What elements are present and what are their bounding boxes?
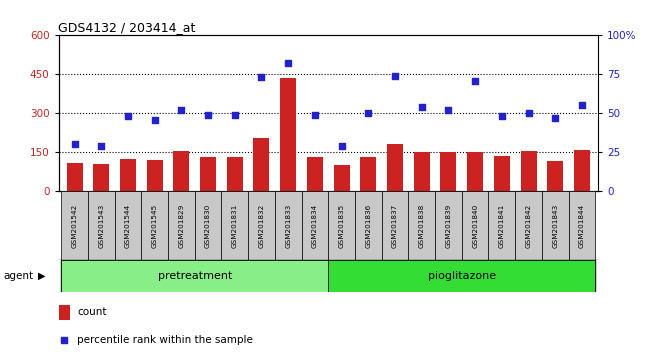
Bar [61,191,88,260]
Point [123,114,133,119]
Point [417,104,427,110]
Text: GSM201835: GSM201835 [339,204,345,248]
Bar [435,191,462,260]
Bar [280,78,296,191]
Bar [302,191,328,260]
Text: GSM201834: GSM201834 [312,204,318,248]
Text: GDS4132 / 203414_at: GDS4132 / 203414_at [58,21,196,34]
Bar [328,260,595,292]
Point [70,142,80,147]
Point [256,75,266,80]
Point [283,61,293,66]
Point [229,112,240,118]
Text: pioglitazone: pioglitazone [428,271,496,281]
Bar [467,152,483,191]
Bar [66,162,83,191]
Point [309,112,320,118]
Bar [489,191,515,260]
Bar [494,156,510,191]
Text: GSM201837: GSM201837 [392,204,398,248]
Bar [462,191,489,260]
Bar [88,191,114,260]
Bar [254,138,270,191]
Bar [61,260,328,292]
Text: GSM201844: GSM201844 [579,204,585,248]
Text: GSM201842: GSM201842 [526,204,532,248]
Text: GSM201543: GSM201543 [98,204,104,248]
Point [203,112,213,118]
Bar [574,150,590,191]
Bar [569,191,595,260]
Text: GSM201544: GSM201544 [125,204,131,248]
Bar [227,158,243,191]
Bar [58,304,70,320]
Bar [93,164,109,191]
Bar [168,191,195,260]
Text: GSM201840: GSM201840 [472,204,478,248]
Point [443,107,454,113]
Point [176,107,187,113]
Bar [387,144,403,191]
Text: count: count [77,307,107,317]
Bar [222,191,248,260]
Point [363,110,374,116]
Point [96,143,107,149]
Point [577,103,587,108]
Text: GSM201843: GSM201843 [552,204,558,248]
Text: GSM201832: GSM201832 [259,204,265,248]
Text: pretreatment: pretreatment [157,271,232,281]
Bar [408,191,435,260]
Bar [521,151,536,191]
Bar [141,191,168,260]
Text: GSM201542: GSM201542 [72,204,77,248]
Text: GSM201831: GSM201831 [232,204,238,248]
Bar [382,191,408,260]
Bar [328,191,355,260]
Bar [360,158,376,191]
Text: percentile rank within the sample: percentile rank within the sample [77,335,254,345]
Point [550,115,560,121]
Point [337,143,347,149]
Point [523,110,534,116]
Bar [441,152,456,191]
Text: GSM201833: GSM201833 [285,204,291,248]
Bar [195,191,222,260]
Bar [542,191,569,260]
Point [470,78,480,84]
Bar [248,191,275,260]
Text: GSM201838: GSM201838 [419,204,424,248]
Bar [275,191,302,260]
Bar [147,160,162,191]
Point [390,73,400,79]
Bar [333,165,350,191]
Text: GSM201830: GSM201830 [205,204,211,248]
Text: GSM201841: GSM201841 [499,204,505,248]
Point [150,117,160,122]
Text: GSM201836: GSM201836 [365,204,371,248]
Text: GSM201829: GSM201829 [178,204,185,248]
Bar [120,159,136,191]
Bar [413,152,430,191]
Bar [547,161,564,191]
Text: ▶: ▶ [38,271,46,281]
Text: agent: agent [3,271,33,281]
Text: GSM201839: GSM201839 [445,204,452,248]
Bar [355,191,382,260]
Bar [114,191,141,260]
Bar [174,151,189,191]
Text: GSM201545: GSM201545 [151,204,158,248]
Point [497,114,507,119]
Bar [307,158,323,191]
Point [377,199,387,205]
Bar [200,158,216,191]
Bar [515,191,542,260]
